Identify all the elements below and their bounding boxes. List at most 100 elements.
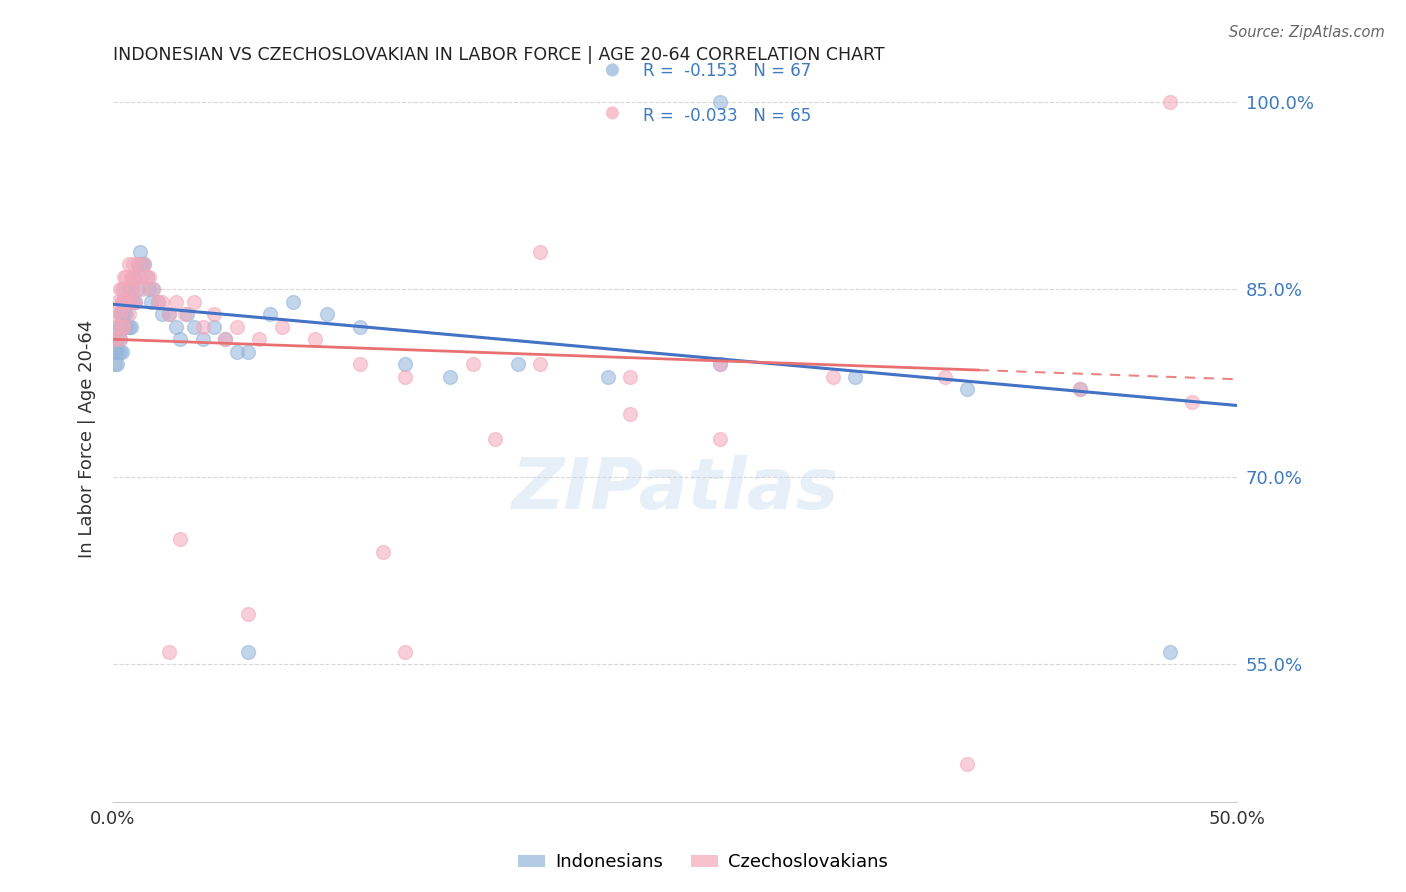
Point <box>270 319 292 334</box>
Point <box>108 332 131 346</box>
Point <box>118 319 141 334</box>
Point <box>120 269 142 284</box>
Point <box>111 307 134 321</box>
Point <box>115 307 138 321</box>
Point <box>349 357 371 371</box>
Point <box>112 319 135 334</box>
Point <box>506 357 529 371</box>
Point <box>122 269 145 284</box>
Point <box>107 294 129 309</box>
Point <box>138 269 160 284</box>
Point <box>120 282 142 296</box>
Point <box>107 344 129 359</box>
Point <box>104 332 127 346</box>
Point <box>529 357 551 371</box>
Point <box>127 257 149 271</box>
Point <box>118 282 141 296</box>
Text: INDONESIAN VS CZECHOSLOVAKIAN IN LABOR FORCE | AGE 20-64 CORRELATION CHART: INDONESIAN VS CZECHOSLOVAKIAN IN LABOR F… <box>112 46 884 64</box>
Point <box>169 332 191 346</box>
Point <box>709 357 731 371</box>
Point <box>111 319 134 334</box>
Point <box>111 294 134 309</box>
Point <box>236 607 259 622</box>
Point <box>709 357 731 371</box>
Point <box>118 282 141 296</box>
Point <box>138 282 160 296</box>
Point <box>115 294 138 309</box>
Point <box>602 106 624 120</box>
Point <box>142 282 165 296</box>
Point <box>844 369 866 384</box>
Point <box>108 307 131 321</box>
Point <box>108 344 131 359</box>
Point <box>183 294 205 309</box>
Point <box>142 282 165 296</box>
Point <box>135 269 157 284</box>
Point <box>104 357 127 371</box>
Point <box>1069 382 1091 396</box>
Point <box>120 294 142 309</box>
Point <box>146 294 169 309</box>
Point <box>461 357 484 371</box>
Point <box>1181 394 1204 409</box>
Point <box>118 257 141 271</box>
Point <box>394 645 416 659</box>
Point <box>165 294 187 309</box>
Point <box>118 307 141 321</box>
Point <box>107 332 129 346</box>
Point <box>120 319 142 334</box>
Point <box>129 269 152 284</box>
Point <box>115 294 138 309</box>
Point <box>394 369 416 384</box>
Point <box>152 307 174 321</box>
Text: Source: ZipAtlas.com: Source: ZipAtlas.com <box>1229 25 1385 40</box>
Point <box>127 257 149 271</box>
Point <box>111 294 134 309</box>
Point <box>1069 382 1091 396</box>
Point <box>225 319 247 334</box>
Text: R =  -0.033   N = 65: R = -0.033 N = 65 <box>643 107 811 125</box>
Point <box>115 269 138 284</box>
Point <box>122 257 145 271</box>
Point <box>174 307 197 321</box>
Point <box>602 62 624 77</box>
Point <box>439 369 461 384</box>
Text: R =  -0.153   N = 67: R = -0.153 N = 67 <box>643 62 811 79</box>
Point <box>107 357 129 371</box>
Point <box>124 294 146 309</box>
Point <box>956 757 979 772</box>
Point <box>115 319 138 334</box>
Point <box>349 319 371 334</box>
Point <box>112 294 135 309</box>
Point <box>956 382 979 396</box>
Point <box>315 307 337 321</box>
Point <box>596 369 619 384</box>
Point <box>176 307 198 321</box>
Point <box>124 269 146 284</box>
Point <box>108 307 131 321</box>
Point <box>157 645 180 659</box>
Point <box>131 257 153 271</box>
Legend: Indonesians, Czechoslovakians: Indonesians, Czechoslovakians <box>510 847 896 879</box>
Point <box>225 344 247 359</box>
Point <box>124 294 146 309</box>
Point <box>112 294 135 309</box>
Point <box>371 545 394 559</box>
Point <box>104 332 127 346</box>
Point <box>134 257 156 271</box>
Point <box>112 319 135 334</box>
Point <box>111 282 134 296</box>
Point <box>202 307 225 321</box>
Point <box>236 645 259 659</box>
Point <box>394 357 416 371</box>
Point <box>118 294 141 309</box>
Point <box>108 319 131 334</box>
Text: ZIPatlas: ZIPatlas <box>512 456 839 524</box>
Point <box>107 319 129 334</box>
Point <box>214 332 236 346</box>
Point <box>134 257 156 271</box>
Point <box>108 282 131 296</box>
Point <box>1159 95 1181 109</box>
Point <box>214 332 236 346</box>
Point <box>165 319 187 334</box>
